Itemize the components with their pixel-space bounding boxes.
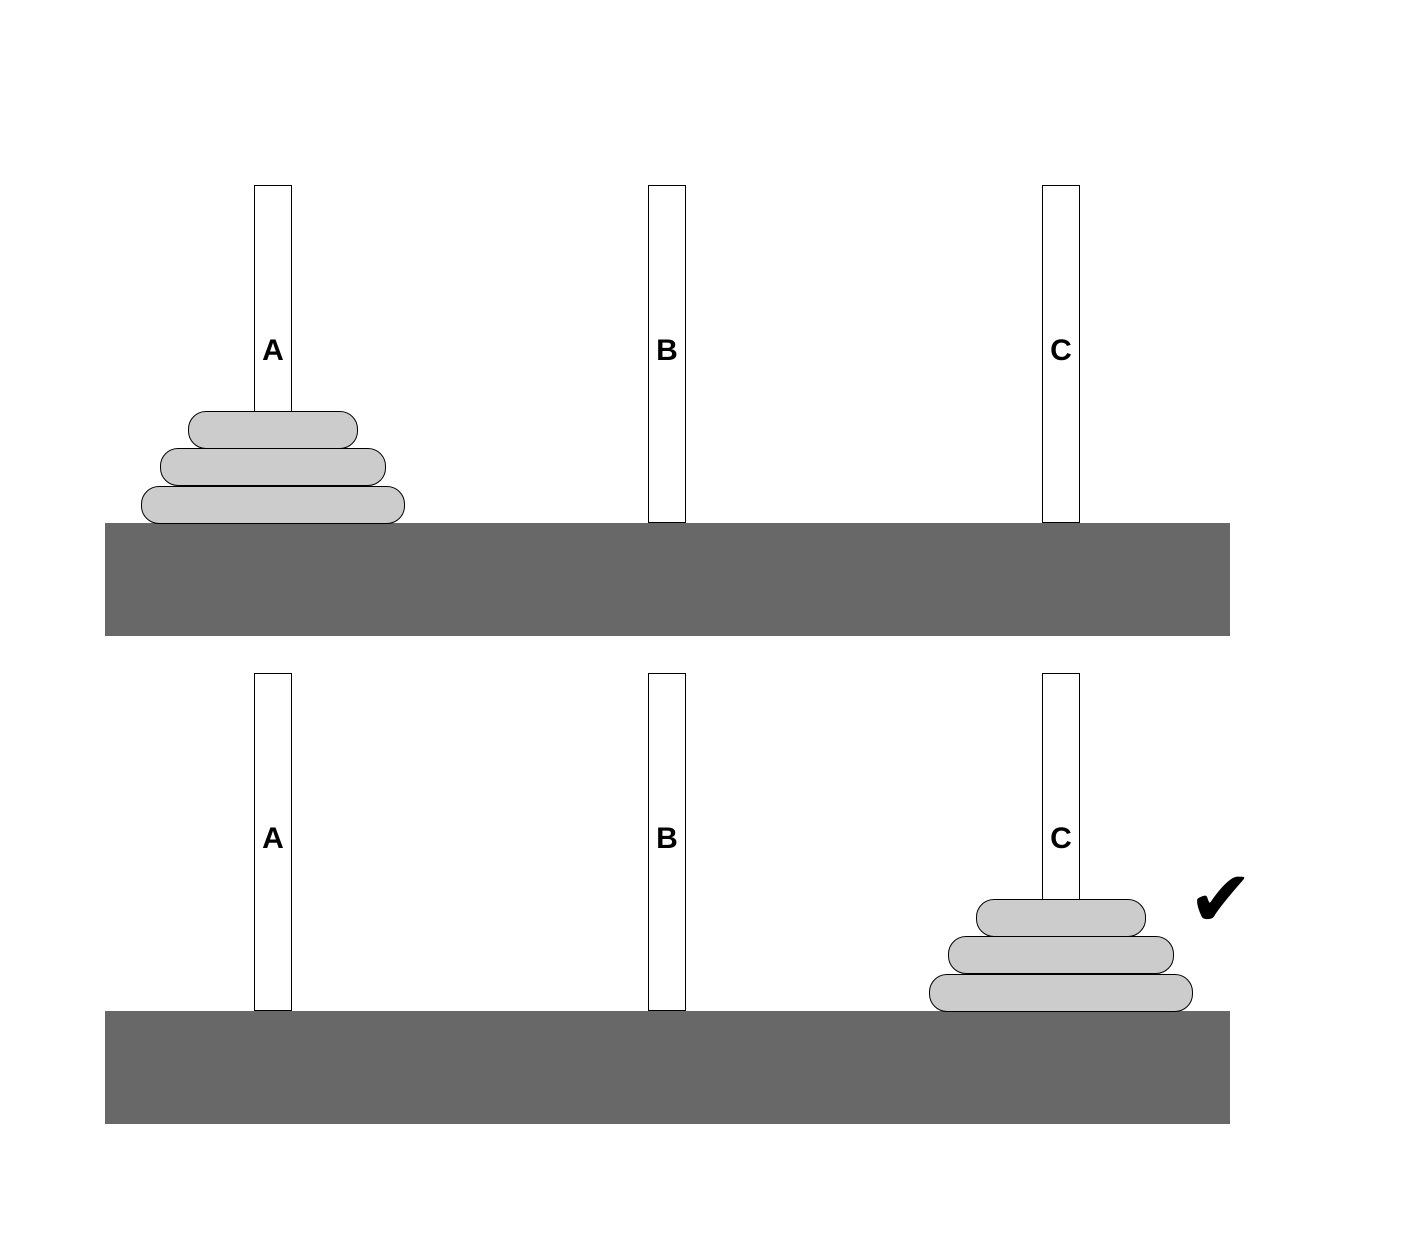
disk-size-2[interactable] bbox=[160, 448, 386, 486]
disk-size-3[interactable] bbox=[141, 485, 405, 524]
peg-b[interactable]: B bbox=[648, 673, 686, 1011]
disk-size-1[interactable] bbox=[976, 898, 1146, 937]
peg-label: B bbox=[656, 334, 678, 367]
peg-a[interactable]: A bbox=[254, 673, 292, 1011]
disk-size-3[interactable] bbox=[929, 973, 1193, 1012]
peg-b[interactable]: B bbox=[648, 185, 686, 523]
peg-label: B bbox=[656, 822, 678, 855]
peg-label: C bbox=[1050, 822, 1072, 855]
peg-c[interactable]: C bbox=[1042, 185, 1080, 523]
board-base bbox=[105, 523, 1230, 636]
peg-label: A bbox=[262, 822, 284, 855]
peg-label: A bbox=[262, 334, 284, 367]
disk-size-2[interactable] bbox=[948, 936, 1174, 974]
start-state-panel: A B C bbox=[0, 0, 1414, 636]
checkmark-icon: ✔ bbox=[1188, 855, 1254, 945]
disk-size-1[interactable] bbox=[188, 410, 358, 449]
peg-label: C bbox=[1050, 334, 1072, 367]
goal-state-panel: A B C ✔ bbox=[0, 488, 1414, 1124]
board-base bbox=[105, 1011, 1230, 1124]
